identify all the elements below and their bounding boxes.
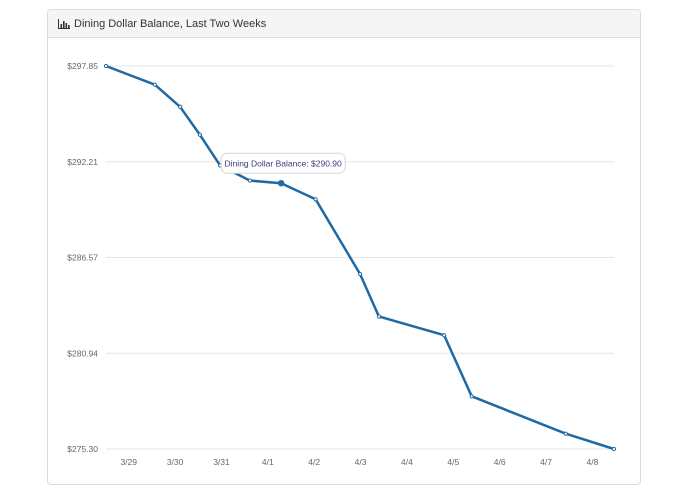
data-point[interactable] bbox=[442, 333, 447, 338]
chart-panel: Dining Dollar Balance, Last Two Weeks $2… bbox=[47, 9, 641, 485]
bar-chart-icon bbox=[58, 18, 70, 29]
line-chart[interactable]: $297.85 $292.21 $286.57 $280.94 $275.30 3/29… bbox=[48, 38, 640, 484]
data-point[interactable] bbox=[247, 178, 253, 183]
x-tick-label: 4/5 bbox=[447, 457, 459, 467]
series-line[interactable] bbox=[104, 64, 616, 451]
panel-title: Dining Dollar Balance, Last Two Weeks bbox=[74, 17, 267, 30]
data-point[interactable] bbox=[313, 197, 318, 202]
x-tick-label: 4/4 bbox=[401, 457, 413, 467]
panel-heading: Dining Dollar Balance, Last Two Weeks bbox=[48, 10, 640, 38]
chart-area: $297.85 $292.21 $286.57 $280.94 $275.30 3/29… bbox=[48, 38, 640, 484]
x-tick-label: 4/1 bbox=[262, 457, 274, 467]
y-tick-label: $292.21 bbox=[67, 157, 98, 167]
active-data-point[interactable] bbox=[277, 179, 285, 187]
x-tick-label: 4/6 bbox=[494, 457, 506, 467]
data-point[interactable] bbox=[376, 314, 382, 319]
x-tick-label: 4/2 bbox=[308, 457, 320, 467]
tooltip-label: Dining Dollar Balance: $290.90 bbox=[225, 159, 342, 169]
data-point[interactable] bbox=[469, 394, 474, 399]
y-tick-label: $297.85 bbox=[67, 61, 98, 71]
x-tick-label: 3/30 bbox=[167, 457, 184, 467]
data-point[interactable] bbox=[178, 104, 183, 109]
tooltip: Dining Dollar Balance: $290.90 bbox=[220, 152, 346, 174]
x-tick-label: 3/31 bbox=[213, 457, 230, 467]
data-point[interactable] bbox=[611, 446, 617, 452]
x-tick-label: 4/3 bbox=[355, 457, 367, 467]
data-point[interactable] bbox=[103, 63, 109, 69]
y-axis-ticks: $297.85 $292.21 $286.57 $280.94 $275.30 bbox=[67, 61, 98, 454]
x-axis-ticks: 3/29 3/30 3/31 4/1 4/2 4/3 4/4 4/5 4/6 4/7 4/8 bbox=[120, 457, 598, 467]
grid-lines bbox=[106, 65, 614, 450]
y-tick-label: $275.30 bbox=[67, 444, 98, 454]
series-line-group[interactable] bbox=[103, 63, 617, 452]
data-point[interactable] bbox=[152, 82, 157, 87]
data-point[interactable] bbox=[563, 431, 568, 436]
y-tick-label: $280.94 bbox=[67, 348, 98, 358]
data-point[interactable] bbox=[358, 271, 363, 277]
data-point[interactable] bbox=[197, 132, 202, 137]
x-tick-label: 3/29 bbox=[120, 457, 137, 467]
x-tick-label: 4/7 bbox=[540, 457, 552, 467]
x-tick-label: 4/8 bbox=[587, 457, 599, 467]
y-tick-label: $286.57 bbox=[67, 253, 98, 263]
tooltip-box bbox=[220, 152, 346, 174]
